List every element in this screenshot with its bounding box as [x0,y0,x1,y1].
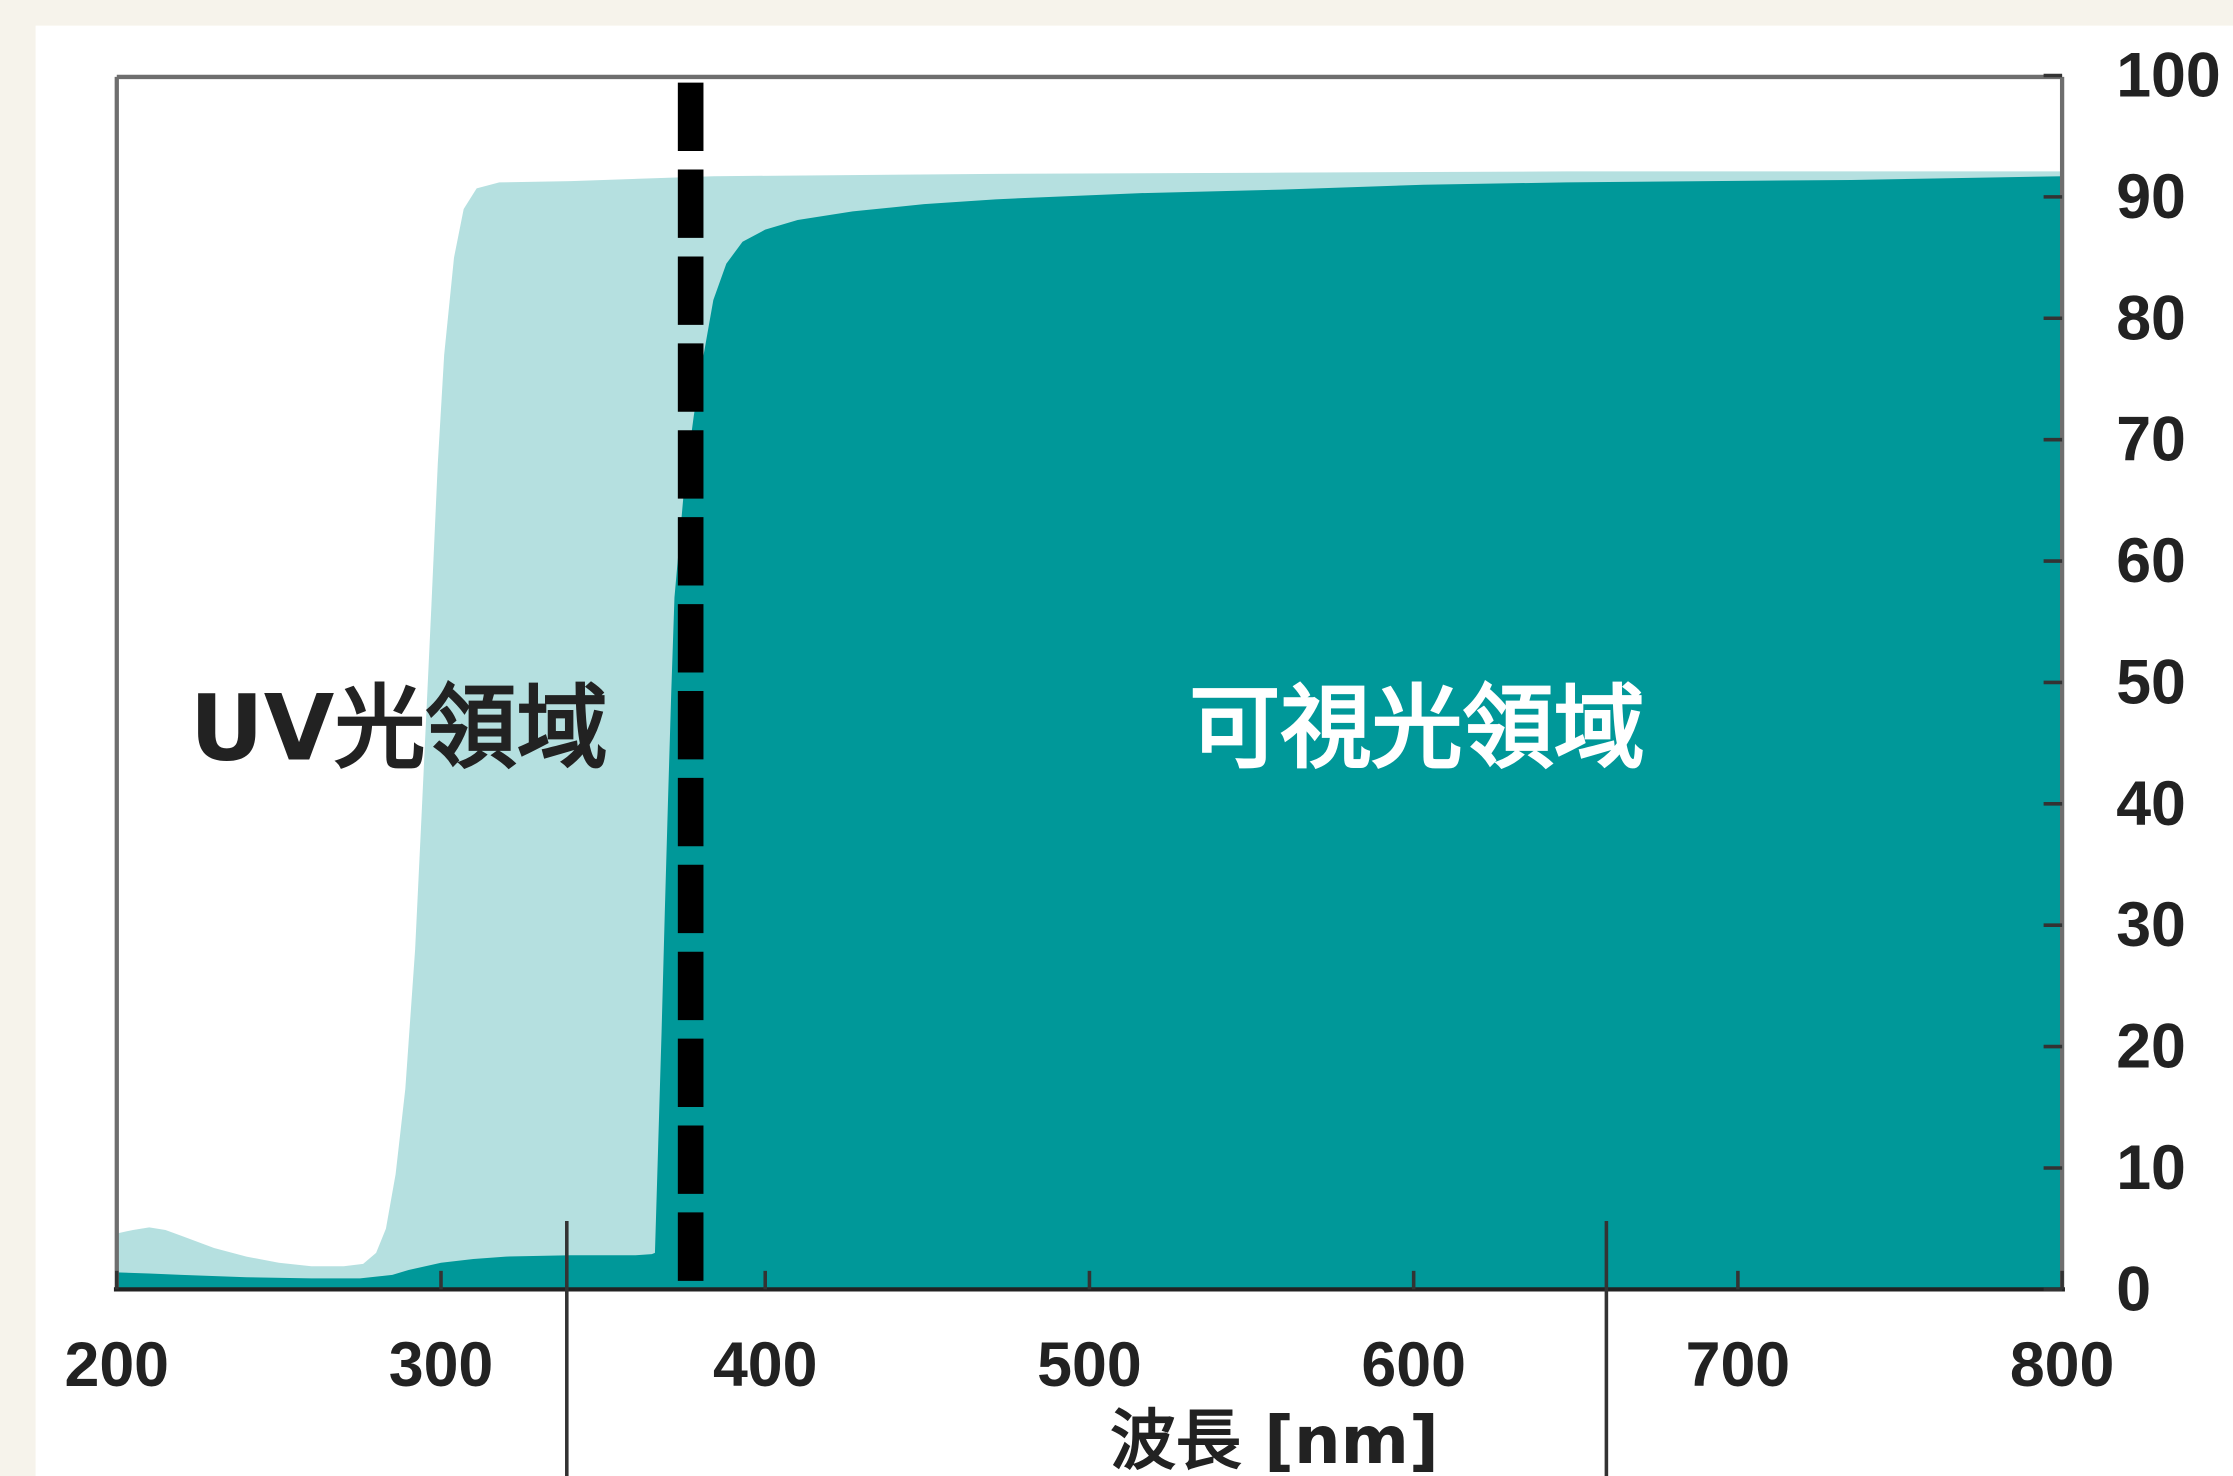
y-tick-label: 80 [2116,283,2186,353]
y-tick-label: 70 [2116,405,2186,475]
x-tick-label: 600 [1361,1330,1466,1400]
y-tick-label: 90 [2116,162,2186,232]
y-tick-label: 20 [2116,1012,2186,1082]
x-tick-label: 300 [389,1330,494,1400]
y-tick-label: 0 [2116,1254,2151,1324]
y-axis-ticks: 0 10 20 30 40 50 60 70 80 90 100 [2043,41,2221,1324]
series-2-area [116,176,2063,1290]
x-tick-label: 800 [2010,1330,2115,1400]
y-tick-label: 10 [2116,1133,2186,1203]
uv-region-label: UV光領域 [190,675,608,781]
y-tick-label: 60 [2116,526,2186,596]
x-axis-ticks: 200 300 400 500 600 700 800 [65,1270,2115,1400]
y-tick-label: 100 [2116,41,2221,111]
x-tick-label: 200 [65,1330,170,1400]
x-axis-title: 波長 [nm] [1110,1403,1439,1476]
y-tick-label: 40 [2116,769,2186,839]
y-tick-label: 30 [2116,890,2186,960]
x-tick-label: 400 [713,1330,818,1400]
y-tick-label: 50 [2116,647,2186,717]
visible-region-label: 可視光領域 [1189,675,1645,781]
x-tick-label: 500 [1037,1330,1142,1400]
x-tick-label: 700 [1686,1330,1791,1400]
series-layer [116,171,2063,1290]
